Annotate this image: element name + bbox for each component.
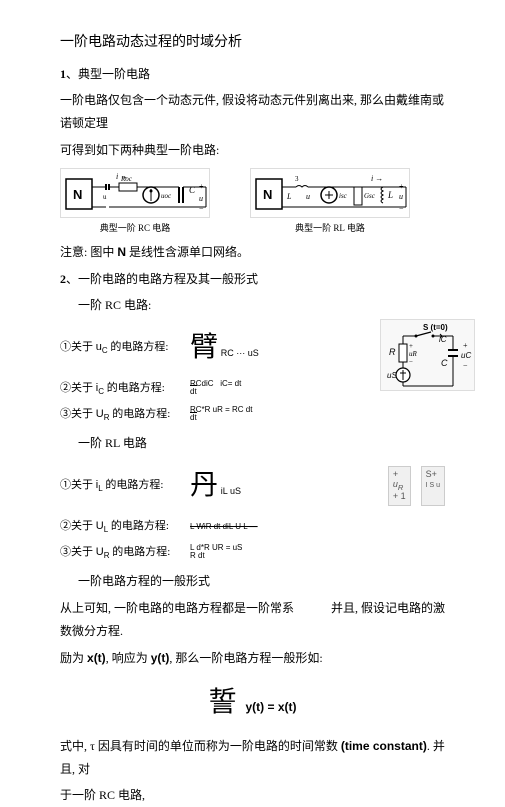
side-box-2: S+I S u bbox=[421, 466, 445, 506]
sec2-text: 、一阶电路的电路方程及其一般形式 bbox=[66, 272, 258, 286]
general-eq-text: y(t) = x(t) bbox=[246, 700, 297, 714]
circuit-rl-caption: 典型一阶 RL 电路 bbox=[295, 220, 365, 237]
general-eq-big: 誓 bbox=[208, 687, 236, 718]
circuit-rc-svg: N u i → Roc uoc C + u − bbox=[60, 168, 210, 218]
note-line: 注意: 图中 N 是线性含源单口网络。 bbox=[60, 241, 445, 264]
svg-text:+: + bbox=[463, 341, 468, 350]
svg-text:Gsc: Gsc bbox=[364, 192, 376, 200]
svg-text:isc: isc bbox=[339, 192, 348, 200]
note-n: N bbox=[117, 245, 126, 259]
eq6-mid: L d*R UR = uS R dt bbox=[190, 544, 445, 562]
eq1-var: uC bbox=[96, 341, 108, 353]
eq3-row: ③关于 UR 的电路方程: RC*R uR = RC dt dt bbox=[60, 402, 445, 426]
side-boxes: +uR+ 1 S+I S u bbox=[388, 466, 445, 506]
eq1-label: ①关于 uC 的电路方程: bbox=[60, 337, 190, 358]
circuit-rc: N u i → Roc uoc C + u − bbox=[60, 168, 210, 237]
eq6-row: ③关于 UR 的电路方程: L d*R UR = uS R dt bbox=[60, 540, 445, 564]
eq4-text: iL uS bbox=[221, 486, 241, 496]
svg-text:uoc: uoc bbox=[161, 192, 172, 200]
svg-text:L: L bbox=[387, 190, 393, 200]
eq6-label: ③关于 UR 的电路方程: bbox=[60, 542, 190, 563]
svg-text:i →: i → bbox=[371, 174, 383, 183]
rc-side-diagram: S (t=0) iC R + uR − uS C + uC − bbox=[380, 319, 475, 391]
eq5-row: ②关于 UL 的电路方程: L WiR dt diL U L — bbox=[60, 514, 445, 538]
eq5-label: ②关于 UL 的电路方程: bbox=[60, 516, 190, 537]
p5-tc: (time constant) bbox=[341, 739, 427, 753]
eq3-label: ③关于 UR 的电路方程: bbox=[60, 404, 190, 425]
svg-text:+: + bbox=[409, 342, 413, 350]
svg-text:−: − bbox=[409, 358, 413, 366]
circuit-rl-svg: N L 3 u isc Gsc L + u − i → bbox=[250, 168, 410, 218]
sec1-p2: 可得到如下两种典型一阶电路: bbox=[60, 139, 445, 162]
p4: 励为 x(t), 响应为 y(t), 那么一阶电路方程一般形如: bbox=[60, 647, 445, 670]
svg-text:u: u bbox=[306, 192, 310, 201]
svg-text:−: − bbox=[463, 361, 468, 370]
eq5-var: UL bbox=[96, 520, 108, 532]
eq1-text: RC ··· uS bbox=[221, 348, 259, 358]
eq4-label: ①关于 iL 的电路方程: bbox=[60, 475, 190, 496]
svg-text:−: − bbox=[199, 204, 204, 213]
sec1-p1: 一阶电路仅包含一个动态元件, 假设将动态元件别离出来, 那么由戴维南或诺顿定理 bbox=[60, 89, 445, 135]
svg-text:S (t=0): S (t=0) bbox=[423, 323, 448, 332]
p4-y: y(t) bbox=[151, 651, 170, 665]
svg-text:uR: uR bbox=[409, 350, 418, 358]
svg-text:uS: uS bbox=[387, 371, 397, 380]
svg-text:N: N bbox=[263, 187, 272, 202]
svg-text:N: N bbox=[73, 187, 82, 202]
page-title: 一阶电路动态过程的时域分析 bbox=[60, 30, 445, 57]
eq4-mid: 丹 iL uS bbox=[190, 459, 368, 512]
note-suffix: 是线性含源单口网络。 bbox=[126, 245, 249, 259]
p3-row: 从上可知, 一阶电路的电路方程都是一阶常系数微分方程. 并且, 假设记电路的激 bbox=[60, 597, 445, 647]
eq6-var: UR bbox=[96, 546, 110, 558]
p4-x: x(t) bbox=[87, 651, 106, 665]
svg-text:u: u bbox=[103, 193, 107, 201]
svg-text:−: − bbox=[399, 204, 404, 213]
section-2-heading: 2、一阶电路的电路方程及其一般形式 bbox=[60, 268, 445, 291]
svg-text:3: 3 bbox=[295, 175, 299, 183]
svg-text:L: L bbox=[286, 192, 292, 201]
sec2-sub3: 一阶电路方程的一般形式 bbox=[78, 570, 445, 593]
svg-text:R: R bbox=[389, 347, 396, 357]
eq4-big: 丹 bbox=[190, 470, 218, 501]
circuits-row: N u i → Roc uoc C + u − bbox=[60, 168, 445, 237]
section-1-heading: 1、典型一阶电路 bbox=[60, 63, 445, 86]
svg-text:u: u bbox=[399, 192, 403, 201]
eq2-label: ②关于 iC 的电路方程: bbox=[60, 378, 190, 399]
svg-text:uC: uC bbox=[461, 351, 471, 360]
p3a: 从上可知, 一阶电路的电路方程都是一阶常系数微分方程. bbox=[60, 597, 301, 643]
p6: 于一阶 RC 电路, bbox=[60, 784, 445, 807]
eq1-big: 臂 bbox=[190, 332, 218, 363]
rc-equations-block: ①关于 uC 的电路方程: 臂 RC ··· uS ②关于 iC 的电路方程: … bbox=[60, 321, 445, 426]
rl-equations-block: ①关于 iL 的电路方程: 丹 iL uS +uR+ 1 S+I S u ②关于… bbox=[60, 459, 445, 564]
svg-text:Roc: Roc bbox=[120, 175, 133, 183]
sec1-text: 、典型一阶电路 bbox=[66, 67, 150, 81]
sec2-sub1: 一阶 RC 电路: bbox=[78, 294, 445, 317]
general-eq: 誓 y(t) = x(t) bbox=[60, 676, 445, 729]
eq4-row: ①关于 iL 的电路方程: 丹 iL uS +uR+ 1 S+I S u bbox=[60, 459, 445, 512]
circuit-rc-caption: 典型一阶 RC 电路 bbox=[100, 220, 171, 237]
eq3-mid: RC*R uR = RC dt dt bbox=[190, 406, 445, 424]
p3b: 并且, 假设记电路的激 bbox=[331, 597, 445, 620]
eq3-var: UR bbox=[96, 408, 110, 420]
sec2-sub2: 一阶 RL 电路 bbox=[78, 432, 445, 455]
svg-text:u: u bbox=[199, 194, 203, 203]
p5: 式中, τ 因具有时间的单位而称为一阶电路的时间常数 (time constan… bbox=[60, 735, 445, 781]
eq4-var: iL bbox=[96, 479, 103, 491]
page: 一阶电路动态过程的时域分析 1、典型一阶电路 一阶电路仅包含一个动态元件, 假设… bbox=[60, 30, 445, 807]
note-prefix: 注意: 图中 bbox=[60, 245, 117, 259]
eq5-mid: L WiR dt diL U L — bbox=[190, 519, 445, 534]
eq2-var: iC bbox=[96, 382, 104, 394]
side-box-1: +uR+ 1 bbox=[388, 466, 411, 506]
circuit-rl: N L 3 u isc Gsc L + u − i → bbox=[250, 168, 410, 237]
svg-text:C: C bbox=[441, 358, 448, 368]
